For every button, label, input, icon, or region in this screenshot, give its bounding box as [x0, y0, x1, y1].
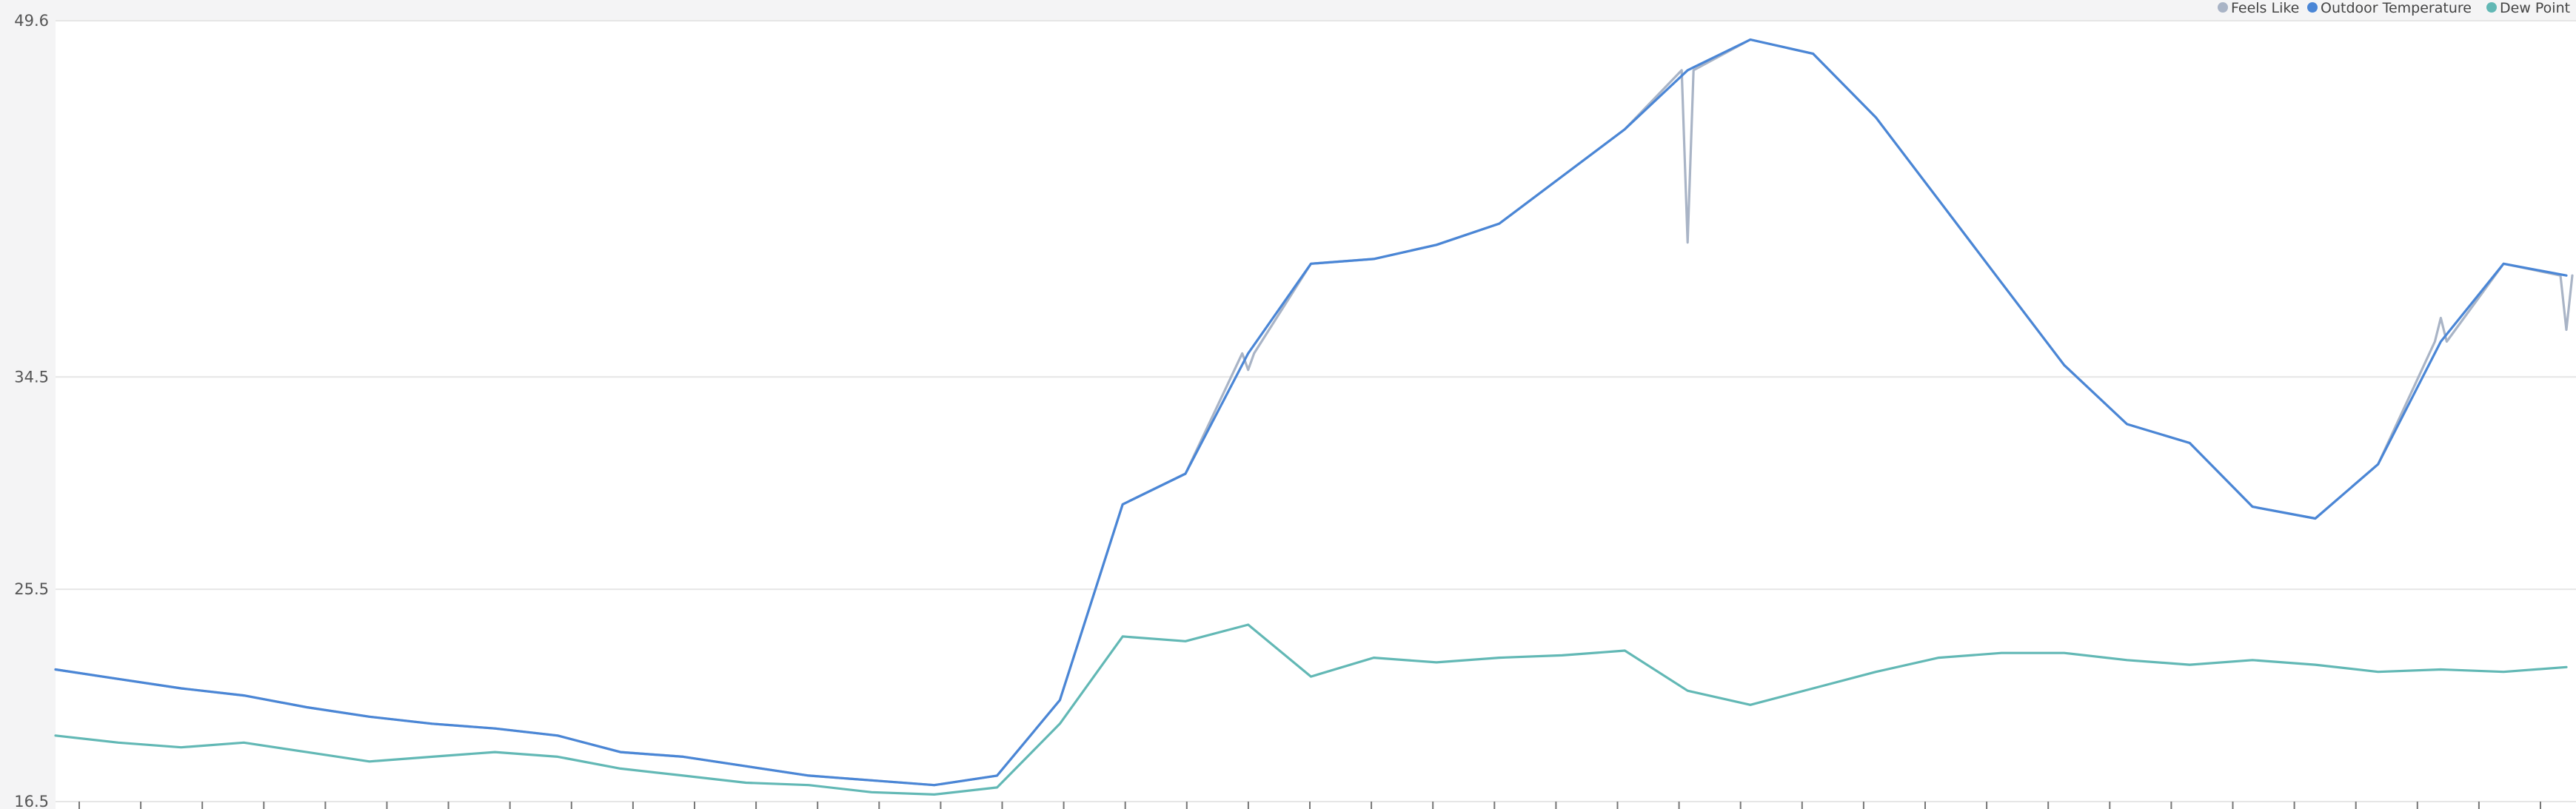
legend-swatch — [2218, 2, 2228, 13]
x-axis — [78, 802, 2541, 809]
y-tick-label: 16.5 — [14, 793, 49, 809]
legend-label[interactable]: Dew Point — [2500, 0, 2570, 16]
legend-label[interactable]: Feels Like — [2231, 0, 2299, 16]
y-tick-label: 34.5 — [14, 368, 49, 386]
y-tick-label: 49.6 — [14, 12, 49, 30]
series-line-outdoor-temperature — [54, 38, 2568, 787]
legend: Feels Like Outdoor Temperature Dew Point — [2218, 0, 2570, 16]
series-lines — [54, 38, 2574, 796]
legend-swatch — [2486, 2, 2497, 13]
y-tick-label: 25.5 — [14, 580, 49, 598]
gridlines — [56, 20, 2576, 802]
series-line-dew-point — [54, 623, 2568, 796]
legend-swatch — [2307, 2, 2318, 13]
y-axis: 49.6 34.5 25.5 16.5 — [14, 12, 49, 809]
plot-area — [56, 21, 2576, 809]
legend-label[interactable]: Outdoor Temperature — [2321, 0, 2472, 16]
